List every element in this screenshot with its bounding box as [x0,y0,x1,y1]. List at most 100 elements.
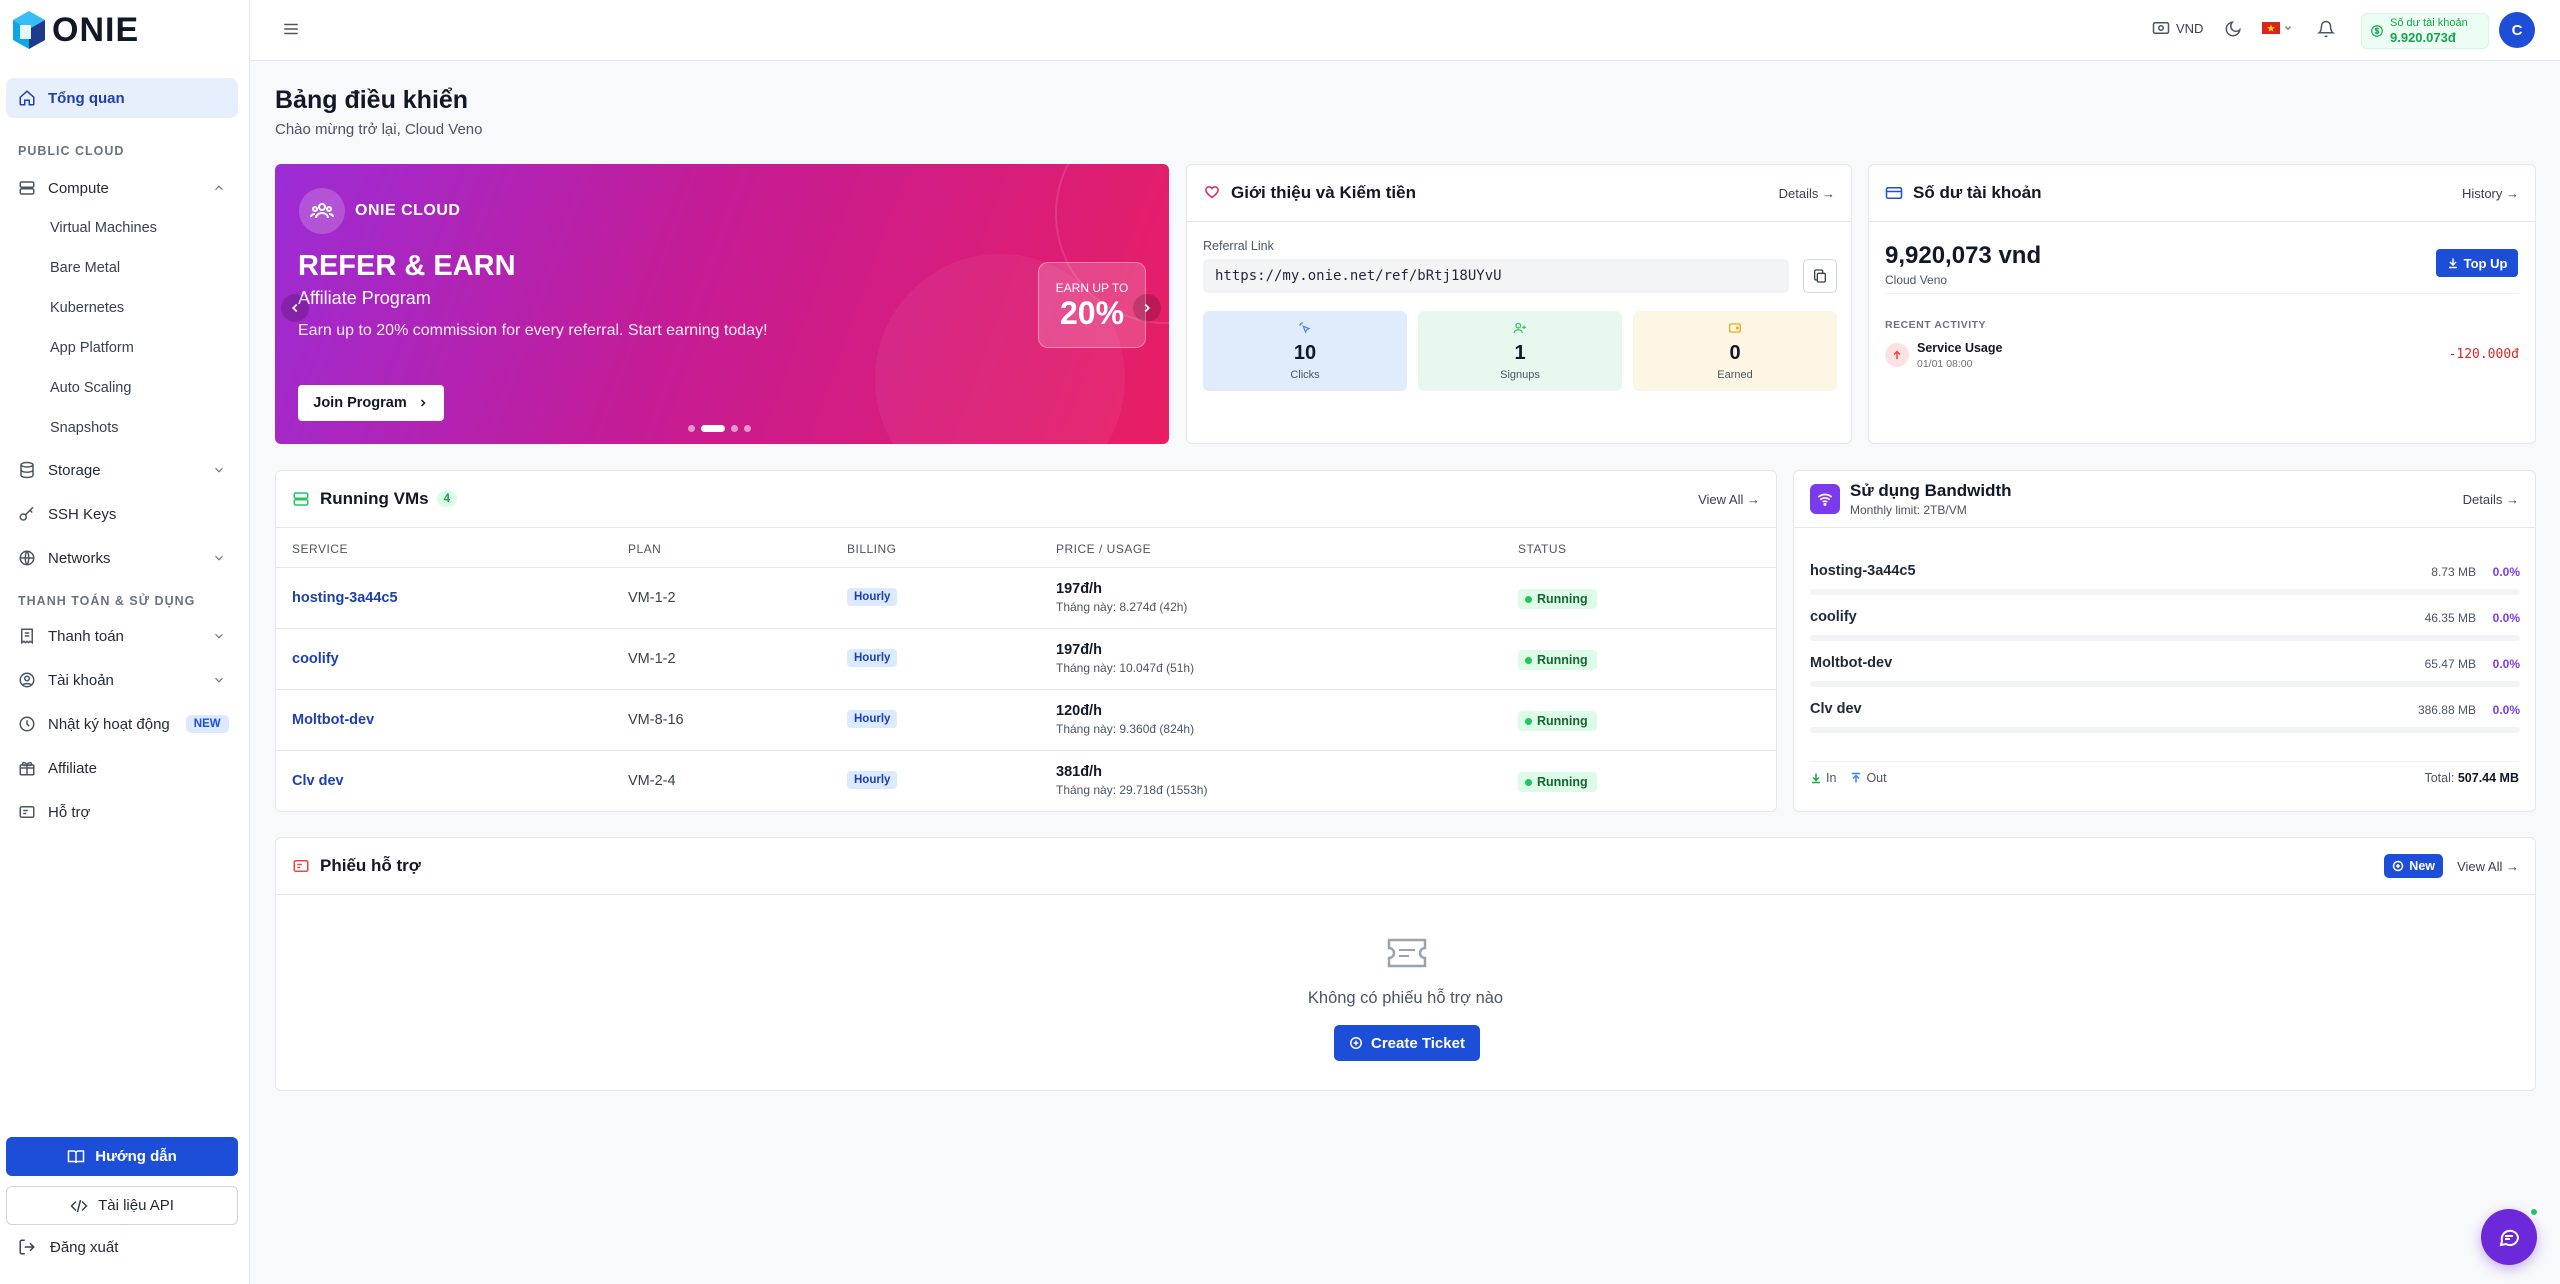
dollar-icon [2371,25,2383,37]
sidebar-item-activity-log[interactable]: Nhật ký hoạt động NEW [6,704,238,744]
carousel-dot[interactable] [731,425,738,432]
receipt-icon [21,628,33,645]
sidebar-item-networks[interactable]: Networks [6,538,238,578]
sidebar-item-app-platform[interactable]: App Platform [50,340,134,356]
referral-details-link[interactable]: Details → [1778,185,1835,201]
promo-banner[interactable]: ONIE CLOUD REFER & EARN Affiliate Progra… [275,164,1169,444]
new-ticket-button[interactable]: New [2384,854,2443,878]
sidebar-item-account[interactable]: Tài khoản [6,660,238,700]
service-link[interactable]: hosting-3a44c5 [292,590,398,606]
sidebar-item-support[interactable]: Hỗ trợ [6,792,238,832]
service-link[interactable]: Clv dev [292,773,344,789]
sidebar-item-payment[interactable]: Thanh toán [6,616,238,656]
bandwidth-size: 8.73 MB [2431,565,2476,579]
sidebar-item-label: Nhật ký hoạt động [48,715,170,733]
sidebar: ONIE Tổng quan PUBLIC CLOUD Compute Virt… [0,0,250,1284]
carousel-dot[interactable] [688,425,695,432]
usage-value: Tháng này: 29.718đ (1553h) [1056,783,1208,797]
page-subtitle: Chào mừng trở lại, Cloud Veno [275,121,483,138]
create-ticket-button[interactable]: Create Ticket [1334,1025,1480,1061]
book-icon [67,1149,85,1163]
sidebar-item-snapshots[interactable]: Snapshots [50,420,119,436]
credit-card-icon [1885,187,1903,199]
chevron-up-icon [215,185,223,191]
status-badge: Running [1518,650,1597,670]
bandwidth-details-link[interactable]: Details → [2462,491,2519,507]
stat-value: 1 [1514,342,1526,364]
cube-logo-icon [13,11,45,49]
guide-button[interactable]: Hướng dẫn [6,1137,238,1176]
service-link[interactable]: Moltbot-dev [292,712,375,728]
language-selector[interactable] [2262,22,2293,34]
column-header: STATUS [1518,542,1567,556]
table-row[interactable]: Clv dev VM-2-4 Hourly 381đ/h Tháng này: 2… [276,751,1776,812]
running-vms-title: Running VMs [320,489,429,508]
bandwidth-row: Moltbot-dev 65.47 MB 0.0% [1810,655,2520,695]
code-icon [70,1199,88,1212]
cash-icon [2152,22,2170,34]
chat-icon [2499,1229,2520,1247]
vietnam-flag-icon [2262,22,2280,34]
wifi-icon [1810,484,1840,514]
top-up-button[interactable]: Top Up [2436,249,2518,277]
logout-button[interactable]: Đăng xuất [18,1238,118,1256]
table-row[interactable]: Moltbot-dev VM-8-16 Hourly 120đ/h Tháng n… [276,690,1776,751]
running-vms-header: Running VMs 4 View All → [276,471,1776,528]
wallet-icon [1729,323,1741,333]
status-dot [1525,778,1532,786]
table-row[interactable]: hosting-3a44c5 VM-1-2 Hourly 197đ/h Tháng… [276,568,1776,629]
sidebar-item-overview[interactable]: Tổng quan [6,78,238,118]
service-link[interactable]: coolify [292,651,339,667]
balance-pill[interactable]: Số dư tài khoản 9.920.073đ [2361,13,2489,49]
bandwidth-bar [1810,635,2520,641]
key-icon [19,506,34,521]
carousel-dot[interactable] [701,425,725,432]
sidebar-nav: Tổng quan PUBLIC CLOUD Compute Virtual M… [6,78,238,832]
banner-next-button[interactable] [1133,294,1161,322]
sidebar-item-ssh-keys[interactable]: SSH Keys [6,494,238,534]
tickets-card: Phiếu hỗ trợ New View All → Không có phi… [275,837,2536,1091]
sidebar-item-storage[interactable]: Storage [6,450,238,490]
chevron-right-icon [1144,303,1150,313]
join-program-label: Join Program [313,395,407,411]
sidebar-item-kubernetes[interactable]: Kubernetes [50,300,125,316]
sidebar-item-label: Tài khoản [48,671,114,689]
running-vms-card: Running VMs 4 View All → SERVICE PLAN BI… [275,470,1777,812]
balance-history-link[interactable]: History → [2461,185,2519,201]
table-row[interactable]: coolify VM-1-2 Hourly 197đ/h Tháng này: 1… [276,629,1776,690]
earn-label: EARN UP TO [1055,281,1129,295]
sidebar-item-virtual-machines[interactable]: Virtual Machines [50,220,157,236]
new-ticket-label: New [2409,859,2435,873]
sidebar-item-bare-metal[interactable]: Bare Metal [50,260,121,276]
sidebar-item-auto-scaling[interactable]: Auto Scaling [50,380,132,396]
chat-button[interactable] [2481,1207,2539,1265]
banner-prev-button[interactable] [281,294,309,322]
bandwidth-row: hosting-3a44c5 8.73 MB 0.0% [1810,563,2520,603]
legend-in: In [1826,771,1837,785]
menu-icon[interactable] [282,20,300,38]
usage-value: Tháng này: 8.274đ (42h) [1056,600,1188,614]
join-program-button[interactable]: Join Program [298,385,444,421]
copy-button[interactable] [1803,259,1837,293]
referral-card: Giới thiệu và Kiếm tiền Details → Referr… [1186,164,1852,444]
bandwidth-percent: 0.0% [2492,565,2520,579]
moon-icon[interactable] [2224,20,2242,38]
vms-view-all-link[interactable]: View All → [1698,491,1760,507]
arrow-up-icon [1893,350,1901,359]
referral-link-field[interactable]: https://my.onie.net/ref/bRtj18UYvU [1203,259,1789,293]
bandwidth-vm-name: Moltbot-dev [1810,655,1893,671]
tickets-view-all-link[interactable]: View All → [2457,858,2519,874]
currency-selector[interactable]: VND [2152,20,2203,36]
divider [1885,293,2519,294]
sidebar-item-compute[interactable]: Compute [6,168,238,208]
brand-logo[interactable]: ONIE [10,8,139,52]
api-docs-button[interactable]: Tài liệu API [6,1186,238,1225]
carousel-dot[interactable] [744,425,751,432]
sidebar-item-affiliate[interactable]: Affiliate [6,748,238,788]
bell-icon[interactable] [2317,20,2335,38]
column-header: PLAN [628,542,662,556]
home-icon [19,90,35,106]
gift-icon [19,761,35,776]
bandwidth-size: 386.88 MB [2417,703,2476,717]
avatar[interactable]: C [2499,12,2535,48]
